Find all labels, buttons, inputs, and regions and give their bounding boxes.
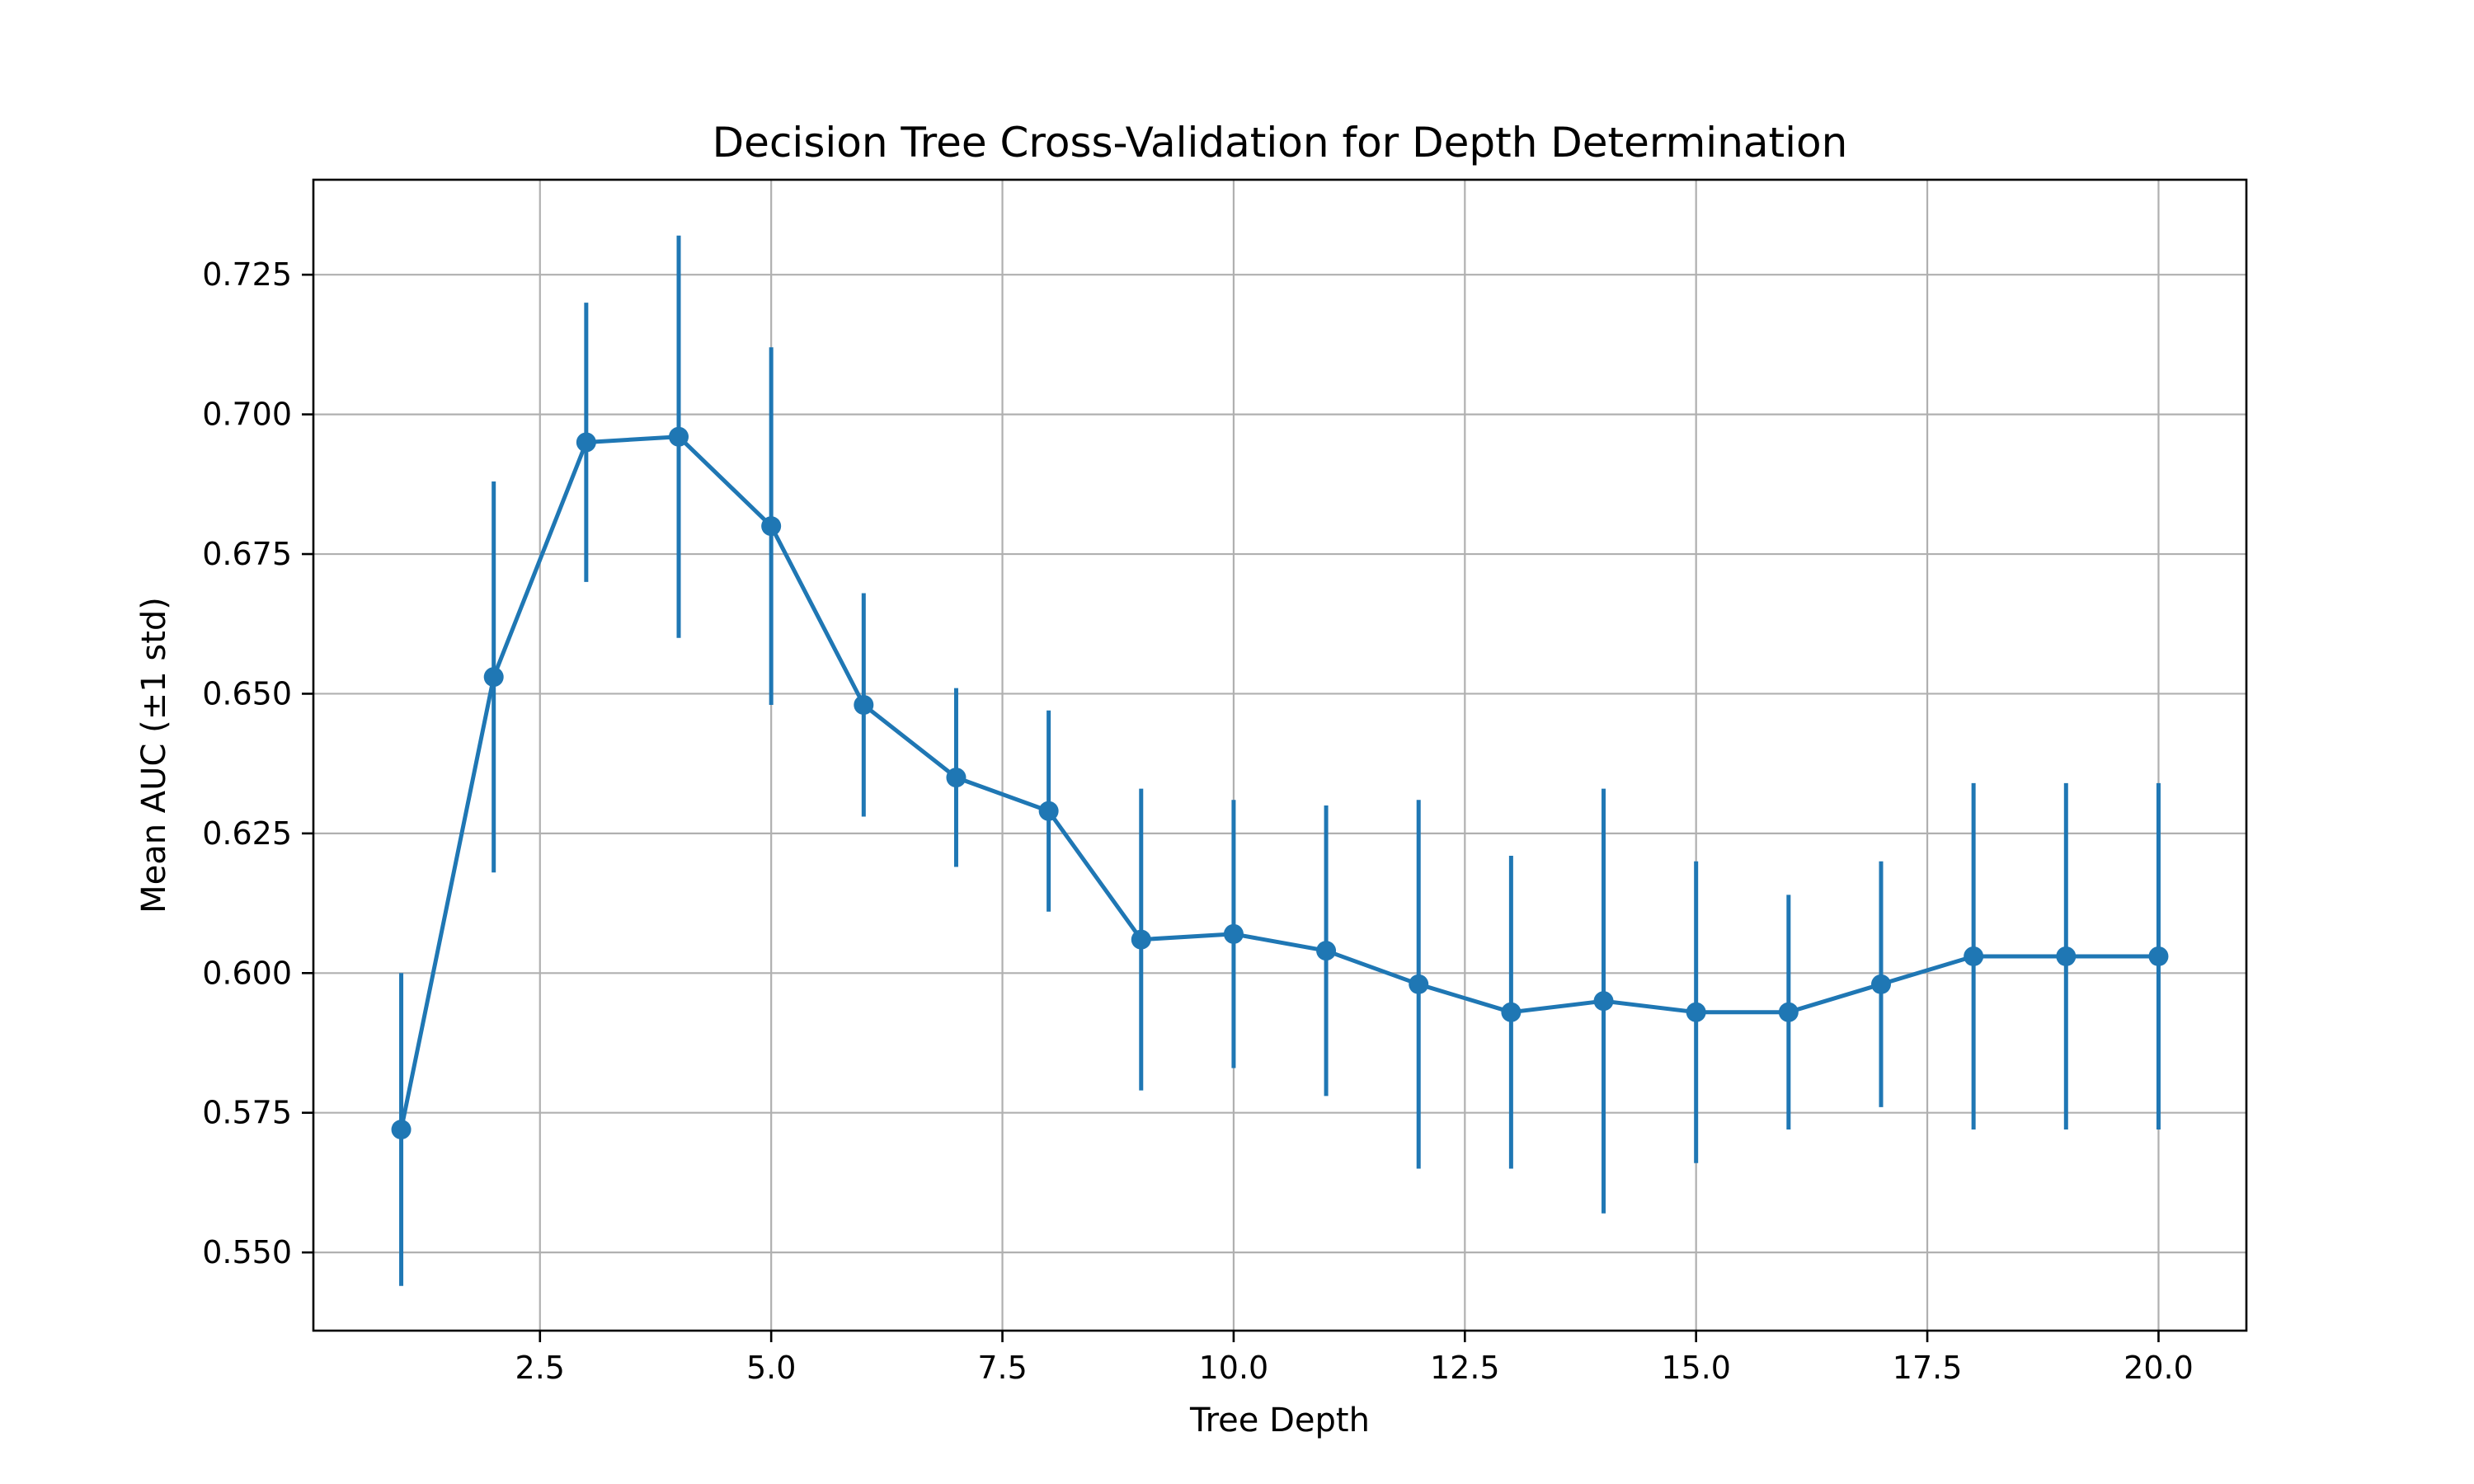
data-point bbox=[391, 1120, 412, 1140]
y-tick-label: 0.625 bbox=[202, 815, 292, 852]
x-tick-label: 17.5 bbox=[1893, 1350, 1963, 1386]
data-point bbox=[1964, 946, 1984, 966]
data-point bbox=[854, 695, 874, 716]
grid-lines bbox=[313, 180, 2246, 1331]
data-point bbox=[1870, 974, 1891, 994]
data-point bbox=[1593, 991, 1614, 1012]
x-tick-label: 20.0 bbox=[2124, 1350, 2194, 1386]
y-tick-label: 0.650 bbox=[202, 675, 292, 711]
chart-title: Decision Tree Cross-Validation for Depth… bbox=[713, 119, 1848, 167]
x-tick-label: 12.5 bbox=[1430, 1350, 1500, 1386]
data-point bbox=[1223, 923, 1244, 944]
y-tick-label: 0.725 bbox=[202, 256, 292, 293]
x-tick-label: 10.0 bbox=[1199, 1350, 1269, 1386]
data-point bbox=[1316, 941, 1337, 961]
data-point bbox=[483, 667, 504, 688]
series-line bbox=[399, 434, 2159, 1130]
data-points bbox=[391, 426, 2169, 1140]
data-point bbox=[1501, 1002, 1522, 1022]
data-point bbox=[2148, 946, 2169, 966]
y-tick-label: 0.600 bbox=[202, 955, 292, 991]
y-axis-label: Mean AUC (±1 std) bbox=[135, 597, 173, 913]
x-axis-label: Tree Depth bbox=[1189, 1402, 1370, 1439]
y-tick-label: 0.700 bbox=[202, 397, 292, 433]
y-tick-label: 0.575 bbox=[202, 1095, 292, 1131]
data-point bbox=[1038, 801, 1059, 821]
y-axis-ticks: 0.550 0.575 0.600 0.625 0.650 0.675 0.700 0.725 bbox=[202, 256, 313, 1270]
data-point bbox=[669, 426, 689, 447]
data-point bbox=[576, 432, 596, 453]
series-line-layer bbox=[399, 434, 2159, 1130]
data-point bbox=[1409, 974, 1429, 994]
data-point bbox=[2056, 946, 2077, 966]
data-point bbox=[1778, 1002, 1799, 1022]
data-point bbox=[761, 516, 782, 537]
y-tick-label: 0.675 bbox=[202, 536, 292, 572]
data-point bbox=[1686, 1002, 1706, 1022]
x-tick-label: 7.5 bbox=[977, 1350, 1027, 1386]
y-tick-label: 0.550 bbox=[202, 1234, 292, 1270]
x-tick-label: 15.0 bbox=[1661, 1350, 1731, 1386]
data-point bbox=[946, 768, 967, 788]
x-tick-label: 5.0 bbox=[746, 1350, 796, 1386]
plot-area-frame bbox=[312, 178, 2248, 1332]
x-tick-label: 2.5 bbox=[515, 1350, 565, 1386]
x-axis-ticks: 2.5 5.0 7.5 10.0 12.5 15.0 17.5 20.0 bbox=[515, 1331, 2194, 1386]
data-point bbox=[1131, 929, 1151, 950]
